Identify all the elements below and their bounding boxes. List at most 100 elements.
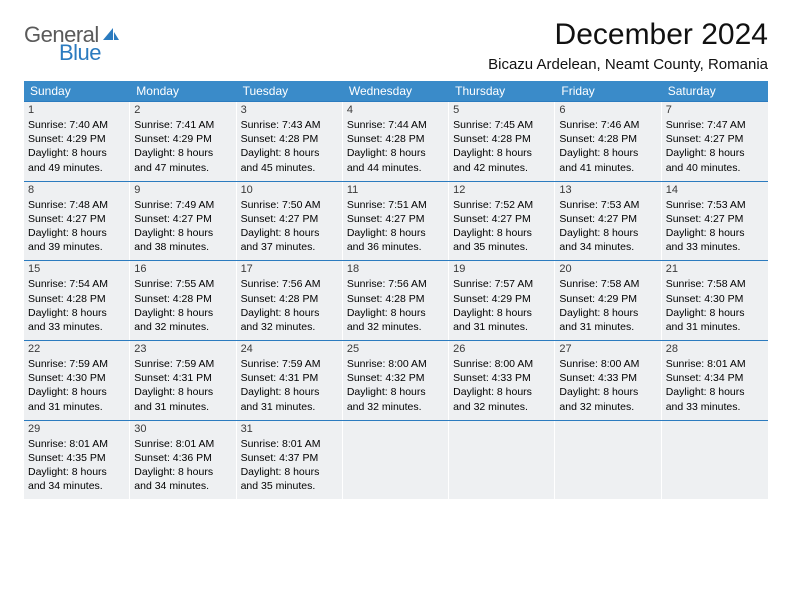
day-info: Sunrise: 8:01 AMSunset: 4:36 PMDaylight:… [134,437,231,494]
day-cell: 23 Sunrise: 7:59 AMSunset: 4:31 PMDayligh… [130,341,236,420]
day-number: 15 [28,263,125,275]
day-cell: 2 Sunrise: 7:41 AMSunset: 4:29 PMDaylight… [130,102,236,181]
day-number: 27 [559,343,656,355]
day-number: 6 [559,104,656,116]
day-cell: 7 Sunrise: 7:47 AMSunset: 4:27 PMDaylight… [662,102,768,181]
day-cell: 11 Sunrise: 7:51 AMSunset: 4:27 PMDayligh… [343,182,449,261]
week-row: 29 Sunrise: 8:01 AMSunset: 4:35 PMDayligh… [24,420,768,500]
day-cell: 18 Sunrise: 7:56 AMSunset: 4:28 PMDayligh… [343,261,449,340]
day-info: Sunrise: 8:01 AMSunset: 4:37 PMDaylight:… [241,437,338,494]
day-cell: 17 Sunrise: 7:56 AMSunset: 4:28 PMDayligh… [237,261,343,340]
day-cell: 19 Sunrise: 7:57 AMSunset: 4:29 PMDayligh… [449,261,555,340]
day-number: 17 [241,263,338,275]
day-number: 5 [453,104,550,116]
day-number: 2 [134,104,231,116]
dow-cell: Monday [130,81,236,101]
day-info: Sunrise: 7:52 AMSunset: 4:27 PMDaylight:… [453,198,550,255]
month-title: December 2024 [488,18,768,52]
day-number: 10 [241,184,338,196]
day-info: Sunrise: 7:48 AMSunset: 4:27 PMDaylight:… [28,198,125,255]
day-info: Sunrise: 7:53 AMSunset: 4:27 PMDaylight:… [559,198,656,255]
location: Bicazu Ardelean, Neamt County, Romania [488,56,768,73]
day-info: Sunrise: 7:40 AMSunset: 4:29 PMDaylight:… [28,118,125,175]
day-number: 16 [134,263,231,275]
day-number: 14 [666,184,764,196]
day-info: Sunrise: 7:46 AMSunset: 4:28 PMDaylight:… [559,118,656,175]
day-info: Sunrise: 7:44 AMSunset: 4:28 PMDaylight:… [347,118,444,175]
day-number: 24 [241,343,338,355]
day-number: 25 [347,343,444,355]
day-number: 21 [666,263,764,275]
day-info: Sunrise: 8:00 AMSunset: 4:32 PMDaylight:… [347,357,444,414]
day-number: 1 [28,104,125,116]
day-info: Sunrise: 7:47 AMSunset: 4:27 PMDaylight:… [666,118,764,175]
logo: General Blue [24,18,121,66]
dow-cell: Sunday [24,81,130,101]
day-cell: 21 Sunrise: 7:58 AMSunset: 4:30 PMDayligh… [662,261,768,340]
day-info: Sunrise: 7:49 AMSunset: 4:27 PMDaylight:… [134,198,231,255]
day-number: 13 [559,184,656,196]
day-info: Sunrise: 7:58 AMSunset: 4:30 PMDaylight:… [666,277,764,334]
day-info: Sunrise: 7:59 AMSunset: 4:30 PMDaylight:… [28,357,125,414]
day-info: Sunrise: 8:01 AMSunset: 4:34 PMDaylight:… [666,357,764,414]
day-info: Sunrise: 8:00 AMSunset: 4:33 PMDaylight:… [453,357,550,414]
week-row: 8 Sunrise: 7:48 AMSunset: 4:27 PMDaylight… [24,181,768,261]
day-number: 29 [28,423,125,435]
day-info: Sunrise: 7:55 AMSunset: 4:28 PMDaylight:… [134,277,231,334]
day-cell: 13 Sunrise: 7:53 AMSunset: 4:27 PMDayligh… [555,182,661,261]
day-info: Sunrise: 7:50 AMSunset: 4:27 PMDaylight:… [241,198,338,255]
day-info: Sunrise: 7:45 AMSunset: 4:28 PMDaylight:… [453,118,550,175]
day-number: 11 [347,184,444,196]
day-cell: 6 Sunrise: 7:46 AMSunset: 4:28 PMDaylight… [555,102,661,181]
day-cell: 8 Sunrise: 7:48 AMSunset: 4:27 PMDaylight… [24,182,130,261]
day-cell: 30 Sunrise: 8:01 AMSunset: 4:36 PMDayligh… [130,421,236,500]
day-number: 23 [134,343,231,355]
day-cell: 16 Sunrise: 7:55 AMSunset: 4:28 PMDayligh… [130,261,236,340]
day-cell-empty [555,421,661,500]
sail-icon [101,26,121,42]
week-row: 15 Sunrise: 7:54 AMSunset: 4:28 PMDayligh… [24,260,768,340]
dow-cell: Tuesday [237,81,343,101]
day-info: Sunrise: 8:01 AMSunset: 4:35 PMDaylight:… [28,437,125,494]
day-number: 31 [241,423,338,435]
day-cell: 15 Sunrise: 7:54 AMSunset: 4:28 PMDayligh… [24,261,130,340]
title-block: December 2024 Bicazu Ardelean, Neamt Cou… [488,18,768,73]
day-cell-empty [662,421,768,500]
day-number: 4 [347,104,444,116]
day-info: Sunrise: 7:41 AMSunset: 4:29 PMDaylight:… [134,118,231,175]
day-number: 19 [453,263,550,275]
weeks-container: 1 Sunrise: 7:40 AMSunset: 4:29 PMDaylight… [24,101,768,499]
day-info: Sunrise: 7:43 AMSunset: 4:28 PMDaylight:… [241,118,338,175]
logo-text-blue: Blue [59,40,101,66]
day-info: Sunrise: 7:58 AMSunset: 4:29 PMDaylight:… [559,277,656,334]
day-number: 30 [134,423,231,435]
dow-cell: Saturday [662,81,768,101]
day-number: 7 [666,104,764,116]
day-cell: 20Sunrise: 7:58 AMSunset: 4:29 PMDayligh… [555,261,661,340]
day-info: Sunrise: 7:56 AMSunset: 4:28 PMDaylight:… [347,277,444,334]
day-info: Sunrise: 7:59 AMSunset: 4:31 PMDaylight:… [134,357,231,414]
day-cell-empty [343,421,449,500]
day-number: 12 [453,184,550,196]
day-number: 22 [28,343,125,355]
dow-row: SundayMondayTuesdayWednesdayThursdayFrid… [24,81,768,101]
week-row: 1 Sunrise: 7:40 AMSunset: 4:29 PMDaylight… [24,101,768,181]
day-number: 9 [134,184,231,196]
day-cell: 25 Sunrise: 8:00 AMSunset: 4:32 PMDayligh… [343,341,449,420]
day-cell-empty [449,421,555,500]
dow-cell: Friday [555,81,661,101]
day-cell: 12 Sunrise: 7:52 AMSunset: 4:27 PMDayligh… [449,182,555,261]
day-number: 8 [28,184,125,196]
day-cell: 24Sunrise: 7:59 AMSunset: 4:31 PMDayligh… [237,341,343,420]
day-info: Sunrise: 7:51 AMSunset: 4:27 PMDaylight:… [347,198,444,255]
day-number: 18 [347,263,444,275]
day-info: Sunrise: 7:54 AMSunset: 4:28 PMDaylight:… [28,277,125,334]
day-cell: 1 Sunrise: 7:40 AMSunset: 4:29 PMDaylight… [24,102,130,181]
day-cell: 28Sunrise: 8:01 AMSunset: 4:34 PMDayligh… [662,341,768,420]
day-cell: 3Sunrise: 7:43 AMSunset: 4:28 PMDaylight… [237,102,343,181]
day-cell: 31 Sunrise: 8:01 AMSunset: 4:37 PMDayligh… [237,421,343,500]
day-info: Sunrise: 7:57 AMSunset: 4:29 PMDaylight:… [453,277,550,334]
day-info: Sunrise: 7:56 AMSunset: 4:28 PMDaylight:… [241,277,338,334]
dow-cell: Thursday [449,81,555,101]
day-cell: 26Sunrise: 8:00 AMSunset: 4:33 PMDayligh… [449,341,555,420]
